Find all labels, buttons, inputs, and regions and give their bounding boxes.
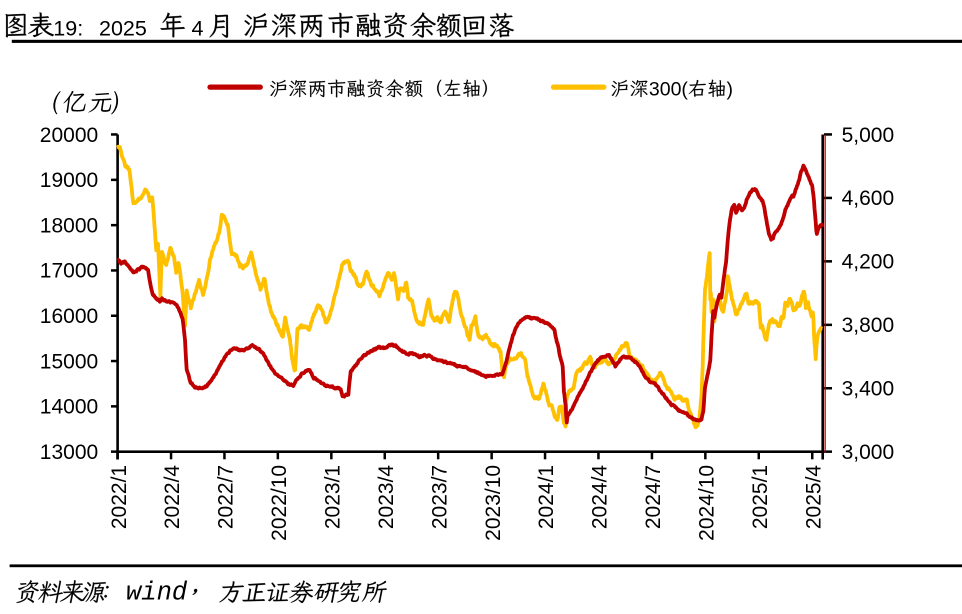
svg-text:19000: 19000	[40, 169, 98, 192]
svg-text:2024/4: 2024/4	[589, 465, 612, 530]
svg-text:2022/1: 2022/1	[108, 465, 131, 529]
svg-text:2023/1: 2023/1	[322, 465, 345, 529]
svg-text:2023/4: 2023/4	[375, 465, 398, 530]
svg-text:2022/4: 2022/4	[161, 465, 184, 530]
svg-text:4,600: 4,600	[842, 187, 895, 210]
svg-text:2025/4: 2025/4	[802, 465, 825, 530]
svg-text:20000: 20000	[40, 124, 98, 147]
svg-text:3,000: 3,000	[842, 441, 895, 464]
svg-text:2022/7: 2022/7	[215, 465, 238, 529]
svg-text:13000: 13000	[40, 441, 98, 464]
svg-text:4,200: 4,200	[842, 251, 895, 274]
svg-text:2023/7: 2023/7	[428, 465, 451, 529]
svg-text:2025: 2025	[99, 16, 147, 40]
svg-text:3,800: 3,800	[842, 314, 895, 337]
svg-text:2022/10: 2022/10	[268, 465, 291, 541]
svg-text:2024/7: 2024/7	[642, 465, 665, 529]
svg-text:15000: 15000	[40, 350, 98, 373]
svg-text:19:: 19:	[53, 16, 83, 40]
svg-text:2024/1: 2024/1	[535, 465, 558, 529]
svg-text:3,400: 3,400	[842, 378, 895, 401]
svg-text:2023/10: 2023/10	[482, 465, 505, 541]
svg-text:17000: 17000	[40, 260, 98, 283]
svg-text:2024/10: 2024/10	[696, 465, 719, 541]
svg-text:300(: 300(	[649, 78, 689, 100]
svg-text:wind: wind	[126, 579, 188, 608]
svg-text:4: 4	[192, 16, 204, 40]
svg-text:14000: 14000	[40, 396, 98, 419]
svg-text:16000: 16000	[40, 305, 98, 328]
svg-text:5,000: 5,000	[842, 124, 895, 147]
svg-text:2025/1: 2025/1	[749, 465, 772, 529]
svg-text:18000: 18000	[40, 214, 98, 237]
svg-text:): )	[727, 78, 734, 100]
